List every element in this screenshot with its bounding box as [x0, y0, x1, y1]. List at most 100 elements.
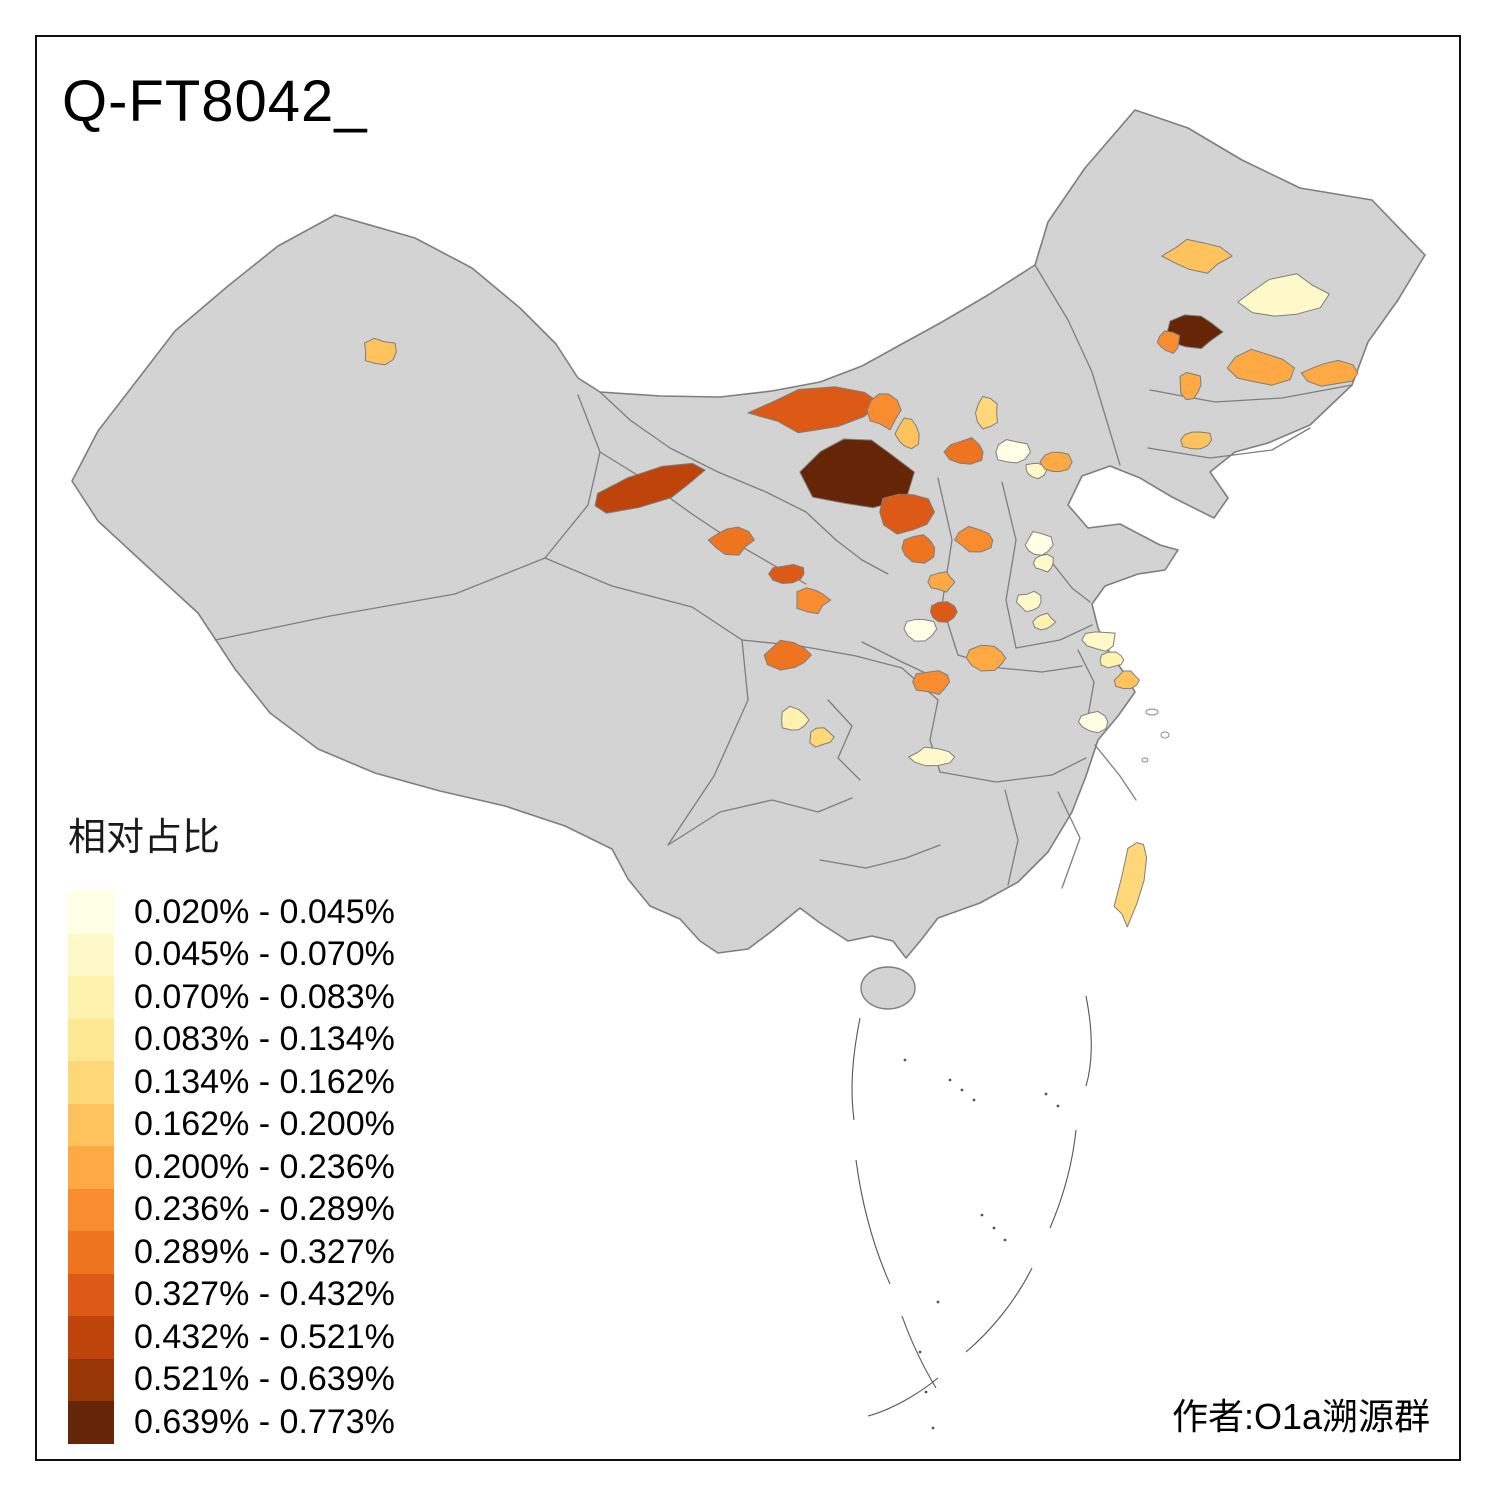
province-boundary: [819, 844, 941, 869]
legend-item: 0.432% - 0.521%: [68, 1316, 395, 1359]
map-region: [781, 705, 810, 731]
map-region: [1099, 651, 1125, 669]
legend-item: 0.134% - 0.162%: [68, 1061, 395, 1104]
hainan-island: [860, 966, 916, 1010]
map-region: [943, 437, 984, 465]
legend-item: 0.070% - 0.083%: [68, 976, 395, 1019]
map-region: [975, 395, 998, 430]
map-region: [1024, 531, 1054, 556]
map-region: [894, 417, 920, 450]
province-boundary: [1049, 559, 1091, 603]
legend-swatch: [68, 1401, 114, 1444]
province-boundary: [1015, 624, 1093, 649]
province-boundary: [1147, 427, 1311, 459]
legend-label: 0.521% - 0.639%: [134, 1360, 395, 1399]
legend-item: 0.289% - 0.327%: [68, 1231, 395, 1274]
legend-items: 0.020% - 0.045% 0.045% - 0.070% 0.070% - 0…: [68, 891, 395, 1444]
map-region: [594, 462, 706, 514]
legend-item: 0.162% - 0.200%: [68, 1103, 395, 1146]
legend-swatch: [68, 1231, 114, 1274]
legend-swatch: [68, 891, 114, 934]
map-region: [1081, 631, 1116, 652]
legend-item: 0.045% - 0.070%: [68, 933, 395, 976]
map-region: [364, 337, 397, 366]
map-region: [927, 571, 956, 593]
province-boundary: [1034, 264, 1121, 466]
province-boundary: [599, 391, 807, 513]
legend-swatch: [68, 1273, 114, 1316]
map-region: [1237, 273, 1330, 317]
map-region: [965, 644, 1007, 672]
province-boundary: [741, 639, 903, 669]
legend-swatch: [68, 1316, 114, 1359]
map-region: [1113, 670, 1140, 690]
legend: 相对占比 0.020% - 0.045% 0.045% - 0.070% 0.070…: [68, 806, 395, 1444]
map-region: [1039, 451, 1073, 473]
legend-title: 相对占比: [68, 817, 221, 859]
map-region: [879, 493, 935, 535]
map-region: [995, 439, 1031, 464]
map-region: [930, 601, 958, 623]
legend-label: 0.327% - 0.432%: [134, 1275, 395, 1314]
map-region: [1179, 372, 1202, 401]
province-boundary: [827, 699, 861, 781]
province-boundary: [1094, 744, 1137, 801]
map-region: [1300, 359, 1359, 387]
legend-swatch: [68, 1061, 114, 1104]
legend-swatch: [68, 1188, 114, 1231]
map-region: [796, 587, 832, 615]
province-boundary: [1077, 649, 1095, 717]
legend-label: 0.236% - 0.289%: [134, 1190, 395, 1229]
author-credit: 作者:O1a溯源群: [1171, 1396, 1430, 1437]
map-region: [707, 526, 755, 556]
map-region: [908, 746, 956, 767]
map-region: [1032, 553, 1054, 573]
province-boundary: [1001, 481, 1017, 649]
map-region: [954, 525, 994, 553]
map-region: [1226, 348, 1295, 386]
legend-item: 0.236% - 0.289%: [68, 1188, 395, 1231]
legend-label: 0.020% - 0.045%: [134, 892, 395, 931]
map-region: [912, 670, 951, 695]
south-china-sea-islets: [903, 1058, 1060, 1430]
legend-swatch: [68, 976, 114, 1019]
legend-label: 0.289% - 0.327%: [134, 1232, 395, 1271]
legend-item: 0.083% - 0.134%: [68, 1018, 395, 1061]
map-region: [747, 386, 881, 434]
map-region: [866, 393, 902, 431]
map-region: [1077, 710, 1109, 734]
map-region: [1025, 462, 1048, 480]
map-region: [768, 564, 805, 584]
colored-regions-layer: [364, 238, 1359, 928]
legend-item: 0.200% - 0.236%: [68, 1146, 395, 1189]
legend-item: 0.327% - 0.432%: [68, 1273, 395, 1316]
map-region: [809, 727, 835, 748]
map-region: [1156, 330, 1181, 354]
map-region: [1032, 612, 1057, 631]
legend-label: 0.045% - 0.070%: [134, 935, 395, 974]
province-boundary: [1004, 789, 1019, 886]
province-boundary: [1057, 791, 1081, 889]
legend-label: 0.162% - 0.200%: [134, 1105, 395, 1144]
legend-label: 0.200% - 0.236%: [134, 1147, 395, 1186]
map-region: [763, 639, 812, 671]
province-boundary: [667, 797, 853, 846]
legend-swatch: [68, 933, 114, 976]
legend-label: 0.134% - 0.162%: [134, 1062, 395, 1101]
legend-label: 0.432% - 0.521%: [134, 1317, 395, 1356]
legend-swatch: [68, 1358, 114, 1401]
legend-swatch: [68, 1018, 114, 1061]
legend-item: 0.639% - 0.773%: [68, 1401, 395, 1444]
province-boundary: [805, 511, 889, 575]
legend-label: 0.639% - 0.773%: [134, 1402, 395, 1441]
coastal-islands: [1141, 708, 1170, 763]
legend-swatch: [68, 1146, 114, 1189]
legend-label: 0.083% - 0.134%: [134, 1020, 395, 1059]
map-region: [1161, 238, 1233, 274]
map-region: [901, 534, 936, 564]
map-region: [1113, 842, 1148, 928]
legend-label: 0.070% - 0.083%: [134, 977, 395, 1016]
legend-item: 0.521% - 0.639%: [68, 1358, 395, 1401]
south-china-sea-lines: [851, 995, 1092, 1417]
